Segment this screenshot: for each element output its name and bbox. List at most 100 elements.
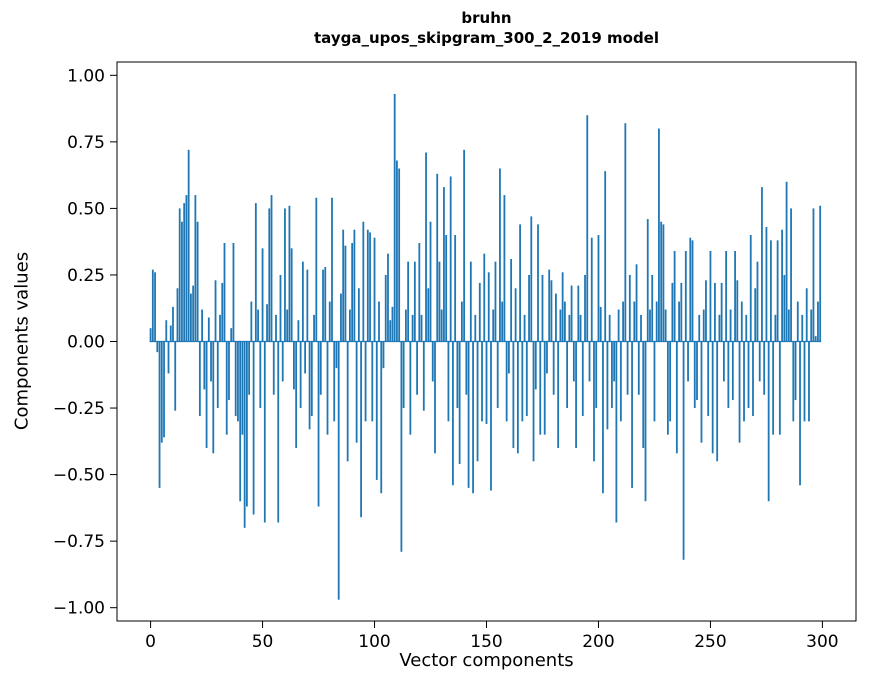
bar <box>223 243 226 342</box>
bar <box>257 309 259 342</box>
y-ticks: 1.00 0.75 0.50 0.25 0.00 −0.25 −0.50 −0.75 −1.00 <box>53 66 117 619</box>
bar <box>357 288 360 342</box>
bar <box>178 208 181 342</box>
bar <box>183 203 186 342</box>
bar <box>626 341 629 395</box>
bar <box>814 336 817 342</box>
bar <box>416 341 418 395</box>
bar <box>593 341 595 462</box>
x-tick-label: 200 <box>582 632 614 652</box>
bar <box>734 251 736 342</box>
bar <box>214 280 217 342</box>
bar <box>725 251 728 342</box>
bar <box>362 221 365 342</box>
bar <box>819 205 822 342</box>
bar <box>425 152 427 342</box>
bar <box>172 306 174 342</box>
bar <box>402 341 405 409</box>
bar <box>201 309 203 342</box>
y-tick-label: 0.25 <box>67 266 105 286</box>
bar <box>617 309 620 342</box>
bar <box>443 187 445 342</box>
bar <box>640 314 642 342</box>
bar <box>469 261 472 342</box>
bar <box>315 197 318 342</box>
bar <box>279 274 282 342</box>
bar <box>631 341 633 488</box>
bar <box>176 288 179 342</box>
bar <box>799 341 801 486</box>
bar <box>254 203 257 342</box>
bar <box>705 280 707 342</box>
bar <box>590 237 593 342</box>
bar <box>557 341 560 448</box>
x-axis-label: Vector components <box>399 650 574 671</box>
bar <box>252 341 255 515</box>
bar <box>326 341 329 435</box>
bar <box>740 301 743 342</box>
bar <box>579 314 582 342</box>
x-tick-label: 150 <box>470 632 502 652</box>
bar <box>250 301 253 342</box>
bar <box>671 282 674 342</box>
bar <box>375 341 378 480</box>
bar <box>662 224 665 342</box>
bar <box>387 253 389 342</box>
bar <box>817 301 819 342</box>
y-tick-label: −0.50 <box>53 466 105 486</box>
bar <box>720 282 723 342</box>
bar <box>563 301 566 342</box>
bar <box>196 221 199 342</box>
bar <box>328 301 331 342</box>
bar <box>237 341 239 422</box>
bar <box>207 317 210 342</box>
bar <box>228 341 230 401</box>
bar <box>290 248 293 342</box>
bar <box>205 341 208 448</box>
bar <box>747 341 750 409</box>
bar <box>548 269 551 342</box>
bar <box>763 341 766 395</box>
bar <box>539 341 542 435</box>
bar <box>389 320 392 342</box>
x-tick-label: 250 <box>694 632 726 652</box>
bar <box>476 341 479 462</box>
bar <box>611 341 613 409</box>
bar <box>689 237 692 342</box>
bar <box>156 341 159 353</box>
bar <box>295 341 298 448</box>
bar <box>411 314 414 342</box>
bar <box>810 309 813 342</box>
bar <box>608 314 611 342</box>
bar <box>445 235 448 342</box>
bar <box>454 235 457 342</box>
bar <box>154 272 156 342</box>
bar <box>581 341 584 417</box>
bar <box>418 243 421 342</box>
bar <box>268 208 271 342</box>
bar <box>481 341 483 422</box>
bar <box>568 314 571 342</box>
bar <box>467 341 470 488</box>
bar <box>219 314 221 342</box>
bar <box>559 309 562 342</box>
bar <box>449 176 452 342</box>
bar <box>711 341 714 454</box>
y-tick-label: −1.00 <box>53 599 105 619</box>
bar <box>158 341 161 488</box>
bar <box>337 341 340 600</box>
bar <box>805 288 808 342</box>
bar <box>210 341 212 382</box>
bar <box>245 341 248 507</box>
bar <box>465 341 468 395</box>
bar <box>407 261 410 342</box>
bar <box>507 341 510 374</box>
bar <box>731 341 734 401</box>
bar <box>230 328 233 342</box>
bar <box>512 341 515 448</box>
bar <box>272 341 275 395</box>
bar <box>319 341 322 395</box>
bar <box>566 341 569 409</box>
bar <box>528 274 530 342</box>
bar <box>331 197 333 342</box>
